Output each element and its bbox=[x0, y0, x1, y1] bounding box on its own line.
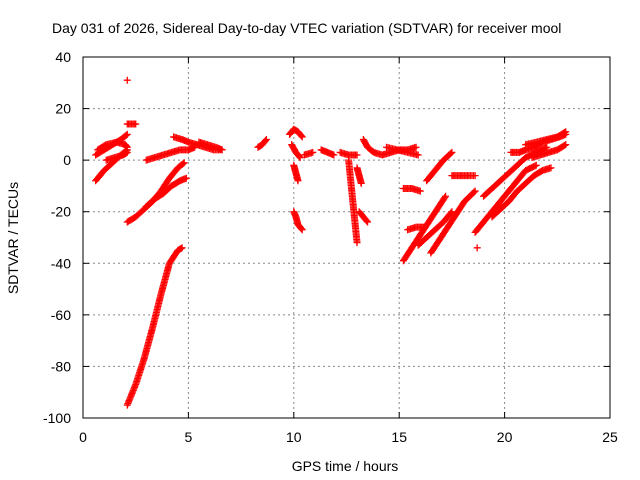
data-point bbox=[414, 151, 422, 159]
data-point bbox=[562, 141, 570, 149]
data-point bbox=[561, 141, 569, 149]
x-tick-label: 5 bbox=[185, 429, 193, 445]
data-point bbox=[262, 136, 270, 144]
y-tick-label: 20 bbox=[55, 101, 71, 117]
data-point bbox=[363, 217, 371, 225]
data-point bbox=[297, 132, 305, 140]
data-point bbox=[294, 177, 302, 185]
data-point bbox=[473, 244, 481, 252]
data-points bbox=[92, 76, 570, 409]
y-axis-label: SDTVAR / TECUs bbox=[5, 182, 21, 294]
data-point bbox=[448, 148, 456, 156]
data-point bbox=[353, 151, 361, 159]
data-point bbox=[471, 187, 479, 195]
data-point bbox=[547, 164, 555, 172]
axis-ticks bbox=[82, 56, 611, 419]
y-tick-label: -60 bbox=[51, 307, 71, 323]
x-tick-label: 25 bbox=[602, 429, 618, 445]
data-point bbox=[416, 187, 424, 195]
data-point bbox=[295, 153, 303, 161]
y-tick-label: -40 bbox=[51, 255, 71, 271]
x-tick-label: 0 bbox=[79, 429, 87, 445]
data-point bbox=[442, 192, 450, 200]
data-point bbox=[561, 129, 569, 137]
data-point bbox=[178, 244, 186, 252]
y-tick-label: -100 bbox=[43, 410, 71, 426]
y-tick-label: -20 bbox=[51, 204, 71, 220]
data-point bbox=[179, 160, 187, 168]
x-axis-label: GPS time / hours bbox=[292, 458, 399, 474]
y-tick-label: -80 bbox=[51, 358, 71, 374]
data-point bbox=[412, 143, 420, 151]
data-point bbox=[471, 172, 479, 180]
data-point bbox=[447, 149, 455, 157]
data-point bbox=[123, 142, 131, 150]
data-point bbox=[562, 128, 570, 136]
x-tick-labels: 0 5 10 15 20 25 bbox=[79, 429, 618, 445]
data-point bbox=[448, 208, 456, 216]
data-point bbox=[123, 148, 131, 156]
data-point bbox=[330, 151, 338, 159]
data-point bbox=[297, 225, 305, 233]
data-point bbox=[262, 137, 270, 145]
data-point bbox=[132, 120, 140, 128]
y-tick-label: 40 bbox=[55, 49, 71, 65]
data-point bbox=[447, 209, 455, 217]
y-tick-label: 0 bbox=[63, 152, 71, 168]
data-point bbox=[543, 143, 551, 151]
x-tick-label: 15 bbox=[391, 429, 407, 445]
data-point bbox=[123, 130, 131, 138]
data-point bbox=[298, 133, 306, 141]
data-point bbox=[357, 179, 365, 187]
x-tick-label: 20 bbox=[497, 429, 513, 445]
data-point bbox=[180, 159, 188, 167]
data-point bbox=[122, 131, 130, 139]
x-tick-label: 10 bbox=[286, 429, 302, 445]
data-point bbox=[532, 161, 540, 169]
y-tick-labels: -100 -80 -60 -40 -20 0 20 40 bbox=[43, 49, 71, 426]
data-point bbox=[298, 226, 306, 234]
data-point bbox=[309, 148, 317, 156]
data-point bbox=[441, 194, 449, 202]
data-point bbox=[296, 154, 304, 162]
chart-title: Day 031 of 2026, Sidereal Day-to-day VTE… bbox=[52, 20, 561, 36]
data-point bbox=[182, 174, 190, 182]
data-point bbox=[123, 76, 131, 84]
plot-frame bbox=[82, 56, 611, 419]
data-point bbox=[420, 223, 428, 231]
data-point bbox=[353, 239, 361, 247]
data-point bbox=[470, 188, 478, 196]
grid-lines bbox=[83, 57, 610, 418]
data-point bbox=[364, 218, 372, 226]
data-point bbox=[218, 146, 226, 154]
